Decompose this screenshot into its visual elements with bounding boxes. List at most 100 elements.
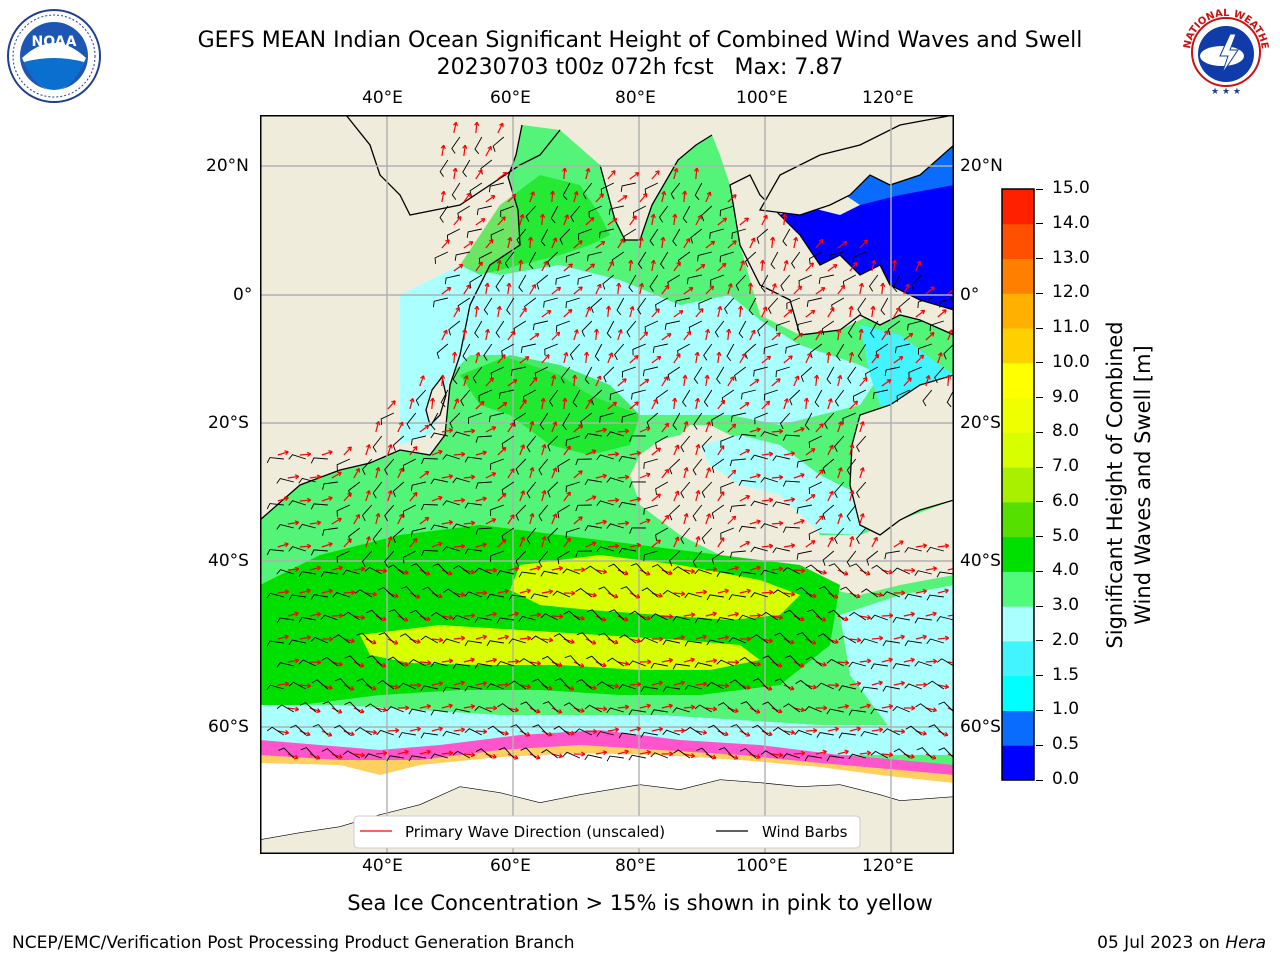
wave-arrow-head <box>636 681 642 687</box>
wave-arrow-head <box>698 308 704 313</box>
wave-direction-arrow <box>903 377 912 387</box>
wave-arrow-head <box>306 635 312 641</box>
wave-arrow-head <box>294 658 300 664</box>
wind-barb <box>555 274 570 285</box>
wave-arrow-head <box>359 708 365 714</box>
wave-arrow-head <box>404 569 409 575</box>
wind-barb <box>915 703 933 713</box>
wave-direction-arrow <box>353 468 360 479</box>
wave-direction-arrow <box>475 352 480 364</box>
right-lat-20n: 20°N <box>960 156 1003 176</box>
wave-arrow-head <box>350 638 355 644</box>
wave-arrow-head <box>501 538 507 544</box>
wave-arrow-head <box>439 374 446 379</box>
wave-arrow-head <box>437 593 443 599</box>
wave-arrow-head <box>558 753 563 759</box>
wind-barb <box>442 500 460 506</box>
wind-barb <box>474 136 483 155</box>
wind-barb <box>692 550 703 568</box>
colorbar-segment <box>1002 293 1034 329</box>
wave-direction-arrow <box>771 430 783 433</box>
wave-direction-arrow <box>617 706 629 709</box>
wind-barb <box>584 366 593 385</box>
wave-direction-arrow <box>705 568 717 571</box>
wave-direction-arrow <box>661 237 665 249</box>
wind-barb <box>559 228 571 245</box>
wind-barb <box>726 343 735 362</box>
wave-arrow-head <box>622 378 627 383</box>
wave-arrow-head <box>790 543 796 549</box>
wave-arrow-head <box>878 727 884 733</box>
wind-barb <box>882 728 901 736</box>
wave-direction-arrow <box>859 421 864 433</box>
wave-arrow-head <box>570 730 575 736</box>
wave-arrow-head <box>656 493 661 499</box>
wind-barb <box>547 527 559 544</box>
wave-direction-arrow <box>475 635 487 640</box>
wave-arrow-head <box>489 377 494 383</box>
wind-barb <box>774 632 791 644</box>
wave-arrow-head <box>365 490 371 495</box>
wave-arrow-head <box>636 496 641 502</box>
wave-arrow-head <box>371 639 377 645</box>
wave-arrow-head <box>814 374 820 379</box>
wave-arrow-head <box>866 703 871 709</box>
wind-barb <box>392 527 405 544</box>
wave-arrow-head <box>702 729 708 735</box>
wind-barb <box>716 616 734 623</box>
wave-direction-arrow <box>519 307 527 318</box>
wave-arrow-head <box>547 685 553 691</box>
wave-arrow-head <box>778 614 784 620</box>
wind-barb <box>608 609 625 621</box>
wind-barb <box>584 525 602 532</box>
wave-direction-arrow <box>507 612 519 617</box>
wind-barb <box>468 412 482 424</box>
wave-direction-arrow <box>915 544 927 548</box>
wave-direction-arrow <box>475 451 487 456</box>
wave-arrow-head <box>557 708 563 714</box>
wind-barb <box>387 564 405 575</box>
wave-arrow-head <box>829 444 834 450</box>
wave-arrow-head <box>744 217 749 223</box>
wave-arrow-head <box>381 662 387 668</box>
wind-barb <box>410 563 427 575</box>
wind-barb <box>584 754 602 761</box>
wave-direction-arrow <box>573 516 583 525</box>
wave-direction-arrow <box>805 397 808 410</box>
wave-direction-arrow <box>475 122 478 134</box>
wave-arrow-head <box>635 593 641 599</box>
wind-barb <box>333 634 351 644</box>
wave-direction-arrow <box>761 355 771 364</box>
wave-arrow-head <box>591 449 597 455</box>
wave-arrow-head <box>284 681 290 687</box>
wave-direction-arrow <box>419 705 431 709</box>
wind-barb <box>384 504 395 522</box>
wave-direction-arrow <box>585 541 597 548</box>
wave-direction-arrow <box>629 355 639 364</box>
wave-direction-arrow <box>607 218 618 226</box>
wave-direction-arrow <box>849 592 861 598</box>
wind-barb <box>621 412 636 424</box>
wave-direction-arrow <box>365 684 377 690</box>
wave-arrow-head <box>578 240 583 245</box>
wave-arrow-head <box>731 469 737 475</box>
wind-barb <box>565 251 580 263</box>
colorbar-tick-mark <box>1036 362 1043 364</box>
wave-arrow-head <box>417 682 422 688</box>
wave-arrow-head <box>359 662 365 668</box>
wave-direction-arrow <box>749 378 760 387</box>
wave-direction-arrow <box>739 589 751 594</box>
wind-barb <box>650 709 668 716</box>
wave-arrow-head <box>819 469 824 474</box>
wave-arrow-head <box>724 731 729 737</box>
wave-arrow-head <box>284 634 289 640</box>
wave-arrow-head <box>633 355 639 360</box>
wind-barb <box>410 609 427 621</box>
wind-barb <box>500 205 514 217</box>
wind-barb <box>599 412 614 423</box>
wind-barb <box>557 504 571 519</box>
wind-barb <box>650 613 669 621</box>
wind-barb <box>276 662 294 668</box>
wave-arrow-head <box>492 657 497 663</box>
wave-arrow-head <box>612 217 618 223</box>
